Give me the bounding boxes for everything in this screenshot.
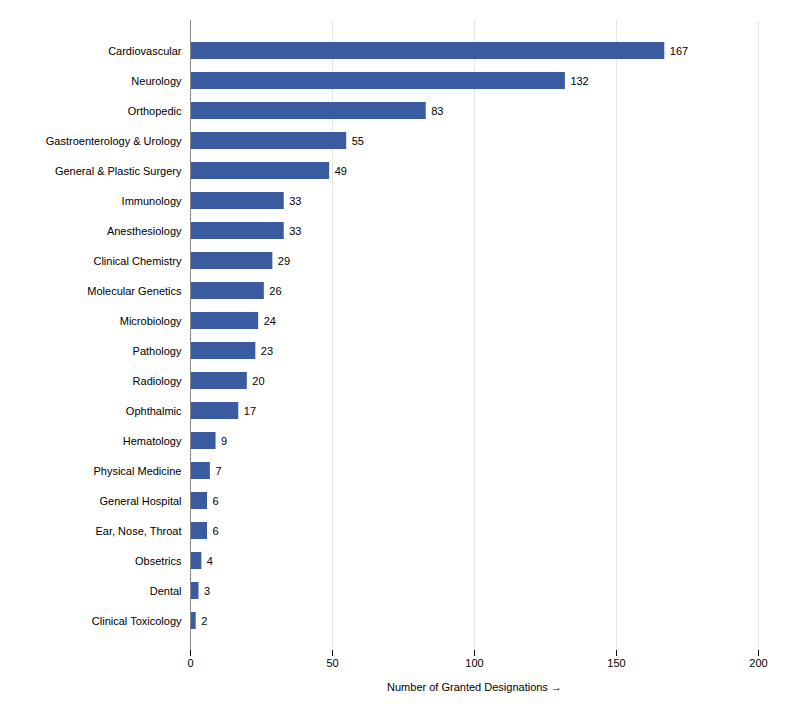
- svg-text:150: 150: [607, 657, 625, 669]
- svg-text:Orthopedic: Orthopedic: [128, 105, 182, 117]
- svg-text:33: 33: [289, 195, 301, 207]
- svg-text:83: 83: [431, 105, 443, 117]
- svg-text:2: 2: [201, 615, 207, 627]
- svg-text:Cardiovascular: Cardiovascular: [108, 45, 182, 57]
- svg-text:Hematology: Hematology: [123, 435, 182, 447]
- svg-text:167: 167: [670, 45, 688, 57]
- svg-text:4: 4: [207, 555, 213, 567]
- svg-text:17: 17: [244, 405, 256, 417]
- svg-text:Clinical Chemistry: Clinical Chemistry: [93, 255, 182, 267]
- svg-text:Radiology: Radiology: [133, 375, 182, 387]
- svg-text:33: 33: [289, 225, 301, 237]
- svg-text:Ophthalmic: Ophthalmic: [126, 405, 182, 417]
- svg-text:100: 100: [465, 657, 483, 669]
- svg-text:Pathology: Pathology: [133, 345, 182, 357]
- svg-text:Ear, Nose, Throat: Ear, Nose, Throat: [95, 525, 181, 537]
- svg-text:50: 50: [326, 657, 338, 669]
- svg-text:7: 7: [215, 465, 221, 477]
- svg-text:Dental: Dental: [150, 585, 182, 597]
- svg-text:23: 23: [261, 345, 273, 357]
- svg-text:29: 29: [278, 255, 290, 267]
- svg-text:132: 132: [570, 75, 588, 87]
- svg-text:General & Plastic Surgery: General & Plastic Surgery: [55, 165, 182, 177]
- svg-text:0: 0: [187, 657, 193, 669]
- svg-text:26: 26: [269, 285, 281, 297]
- svg-text:Clinical Toxicology: Clinical Toxicology: [92, 615, 182, 627]
- svg-text:3: 3: [204, 585, 210, 597]
- svg-text:9: 9: [221, 435, 227, 447]
- svg-text:Obsetrics: Obsetrics: [135, 555, 182, 567]
- svg-text:200: 200: [749, 657, 767, 669]
- svg-text:Neurology: Neurology: [131, 75, 182, 87]
- svg-text:General Hospital: General Hospital: [100, 495, 182, 507]
- svg-text:Immunology: Immunology: [122, 195, 182, 207]
- svg-text:6: 6: [213, 525, 219, 537]
- svg-text:24: 24: [264, 315, 276, 327]
- svg-text:Anesthesiology: Anesthesiology: [107, 225, 182, 237]
- svg-text:Molecular Genetics: Molecular Genetics: [87, 285, 182, 297]
- svg-text:Number of Granted Designations: Number of Granted Designations →: [387, 681, 562, 693]
- svg-text:Gastroenterology & Urology: Gastroenterology & Urology: [46, 135, 182, 147]
- svg-text:55: 55: [352, 135, 364, 147]
- svg-text:6: 6: [213, 495, 219, 507]
- svg-text:Physical Medicine: Physical Medicine: [93, 465, 181, 477]
- svg-text:Microbiology: Microbiology: [120, 315, 182, 327]
- svg-text:49: 49: [335, 165, 347, 177]
- svg-text:20: 20: [252, 375, 264, 387]
